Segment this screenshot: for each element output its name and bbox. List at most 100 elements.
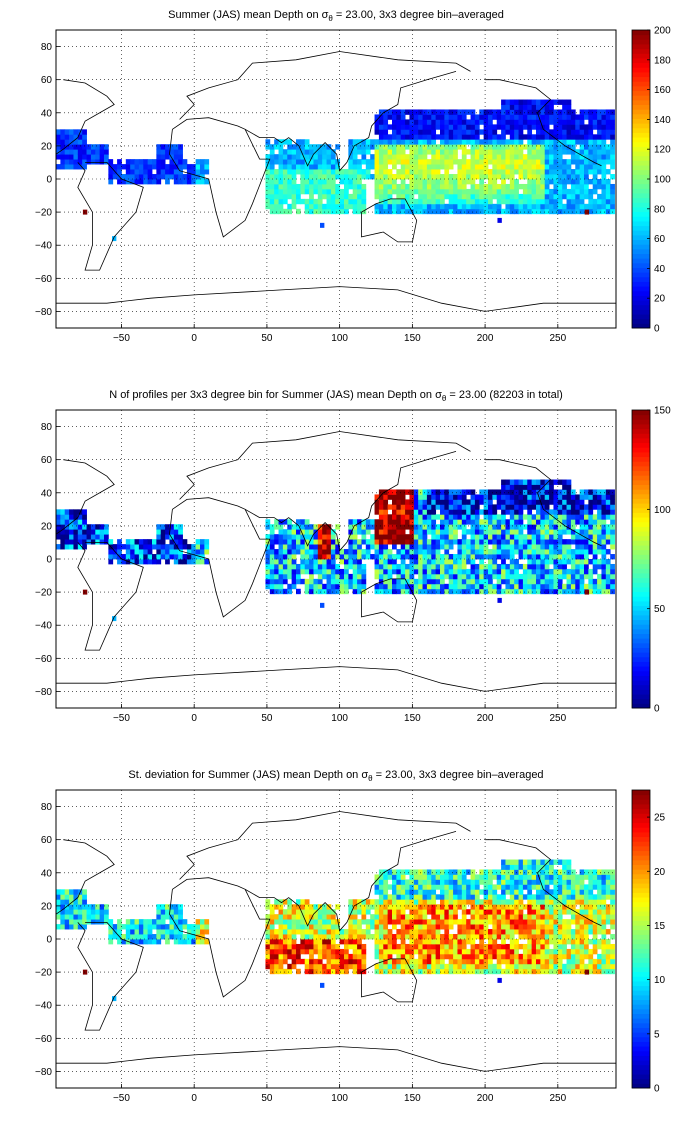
heatmap-cell [317, 588, 323, 595]
heatmap-cell [374, 943, 380, 950]
heatmap-cell [134, 924, 140, 930]
heatmap-cell [269, 929, 275, 935]
heatmap-cell [588, 529, 594, 535]
heatmap-cell [466, 169, 471, 175]
heatmap-cell [435, 198, 441, 205]
heatmap-cell [409, 124, 415, 130]
heatmap-cell [99, 159, 105, 165]
heatmap-cell [605, 183, 611, 190]
heatmap-cell [488, 183, 493, 190]
heatmap-cell [309, 203, 314, 210]
heatmap-cell [422, 894, 428, 900]
heatmap-cell [584, 544, 589, 550]
heatmap-cell [396, 899, 402, 905]
heatmap-cell [505, 489, 511, 495]
heatmap-cell [501, 504, 506, 510]
heatmap-cell [570, 968, 576, 975]
heatmap-cell [69, 919, 74, 925]
heatmap-cell [99, 919, 105, 925]
heatmap-cell [383, 124, 389, 130]
heatmap-cell [531, 504, 537, 510]
heatmap-cell [483, 169, 489, 175]
heatmap-cell [597, 588, 602, 595]
heatmap-cell [579, 514, 585, 520]
heatmap-cell [553, 948, 559, 955]
heatmap-cell [501, 109, 506, 115]
heatmap-cell [505, 188, 511, 195]
heatmap-cell [553, 924, 559, 930]
heatmap-cell [322, 549, 327, 555]
heatmap-cell [165, 179, 170, 185]
heatmap-cell [470, 563, 476, 570]
heatmap-cell [370, 534, 375, 540]
heatmap-cell [138, 164, 144, 170]
heatmap-cell [191, 939, 197, 945]
heatmap-cell [461, 174, 467, 180]
heatmap-cell [73, 924, 79, 930]
heatmap-cell [378, 588, 384, 595]
heatmap-cell [522, 499, 528, 505]
heatmap-cell [169, 144, 175, 150]
heatmap-cell [562, 489, 567, 495]
heatmap-cell [479, 554, 485, 560]
heatmap-cell [570, 874, 576, 880]
heatmap-cell [300, 159, 306, 165]
heatmap-cell [562, 953, 567, 960]
heatmap-cell [592, 529, 598, 535]
heatmap-cell [584, 519, 589, 525]
heatmap-cell [557, 963, 563, 970]
heatmap-cell [461, 494, 467, 500]
heatmap-cell [69, 514, 74, 520]
heatmap-cell [549, 909, 554, 915]
heatmap-cell [483, 914, 489, 920]
heatmap-cell [509, 958, 515, 965]
heatmap-cell [518, 904, 524, 910]
heatmap-cell [453, 559, 458, 565]
heatmap-cell [553, 939, 559, 945]
heatmap-cell [378, 134, 384, 140]
coastline [485, 459, 602, 547]
heatmap-cell [592, 559, 598, 565]
heatmap-cell [448, 193, 454, 200]
heatmap-cell [405, 549, 410, 555]
heatmap-cell [374, 149, 380, 155]
heatmap-cell [479, 963, 485, 970]
heatmap-cell [562, 169, 567, 175]
heatmap-cell [509, 104, 515, 110]
heatmap-cell [566, 159, 572, 165]
heatmap-cell [575, 929, 581, 935]
heatmap-cell [440, 899, 445, 905]
heatmap-cell [527, 179, 533, 185]
heatmap-cell [575, 914, 581, 920]
heatmap-cell [549, 509, 554, 515]
heatmap-cell [60, 914, 66, 920]
heatmap-cell [483, 183, 489, 190]
heatmap-cell [536, 479, 541, 485]
heatmap-cell [64, 164, 70, 170]
heatmap-cell [378, 174, 384, 180]
heatmap-cell [509, 939, 515, 945]
heatmap-cell [269, 159, 275, 165]
heatmap-cell [461, 578, 467, 585]
heatmap-cell [173, 524, 179, 530]
heatmap-cell [431, 509, 437, 515]
heatmap-cell [453, 568, 458, 575]
heatmap-cell [509, 524, 515, 530]
heatmap-cell [505, 544, 511, 550]
heatmap-cell [453, 968, 458, 975]
heatmap-cell [435, 568, 441, 575]
heatmap-cell [173, 559, 179, 565]
heatmap-cell [570, 154, 576, 160]
heatmap-cell [374, 948, 380, 955]
heatmap-cell [501, 514, 506, 520]
heatmap-cell [378, 149, 384, 155]
heatmap-cell [435, 529, 441, 535]
heatmap-cell [409, 109, 415, 115]
heatmap-cell [588, 568, 594, 575]
colorbar-step [632, 437, 650, 444]
heatmap-cell [531, 144, 537, 150]
heatmap-cell [457, 144, 463, 150]
heatmap-cell [575, 909, 581, 915]
heatmap-cell [352, 919, 358, 925]
heatmap-cell [287, 529, 293, 535]
